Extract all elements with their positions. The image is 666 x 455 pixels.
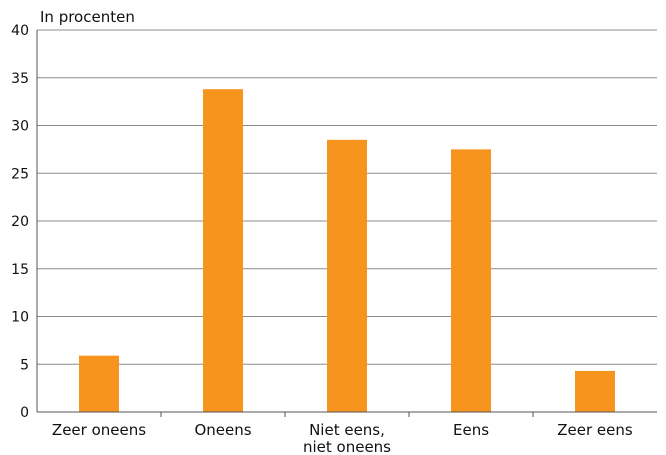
y-tick-label-20: 20 xyxy=(11,214,29,230)
x-tick-label-5: Zeer eens xyxy=(557,421,633,439)
x-tick-label-3: Niet eens, niet oneens xyxy=(303,421,391,455)
x-tick-label-2: Oneens xyxy=(194,421,251,439)
x-tick-label-4: Eens xyxy=(453,421,489,439)
bar-1 xyxy=(79,355,119,412)
y-tick-label-40: 40 xyxy=(11,23,29,39)
y-tick-label-5: 5 xyxy=(20,357,29,373)
bar-2 xyxy=(203,89,243,413)
y-tick-label-0: 0 xyxy=(20,405,29,421)
x-tick-label-1: Zeer oneens xyxy=(52,421,146,439)
bar-5 xyxy=(575,370,615,412)
y-tick-label-15: 15 xyxy=(11,262,29,278)
bar-3 xyxy=(327,139,367,412)
y-tick-label-35: 35 xyxy=(11,71,29,87)
label-layer: 0 5 10 15 20 25 30 35 40 Zeer oneens Oneens Niet ee… xyxy=(11,23,633,455)
y-tick-label-30: 30 xyxy=(11,119,29,135)
bar-layer xyxy=(79,89,615,413)
y-tick-label-10: 10 xyxy=(11,310,29,326)
y-tick-label-25: 25 xyxy=(11,166,29,182)
bar-4 xyxy=(451,149,491,412)
y-axis-unit-label: In procenten xyxy=(40,8,135,26)
axis-layer xyxy=(36,30,657,417)
